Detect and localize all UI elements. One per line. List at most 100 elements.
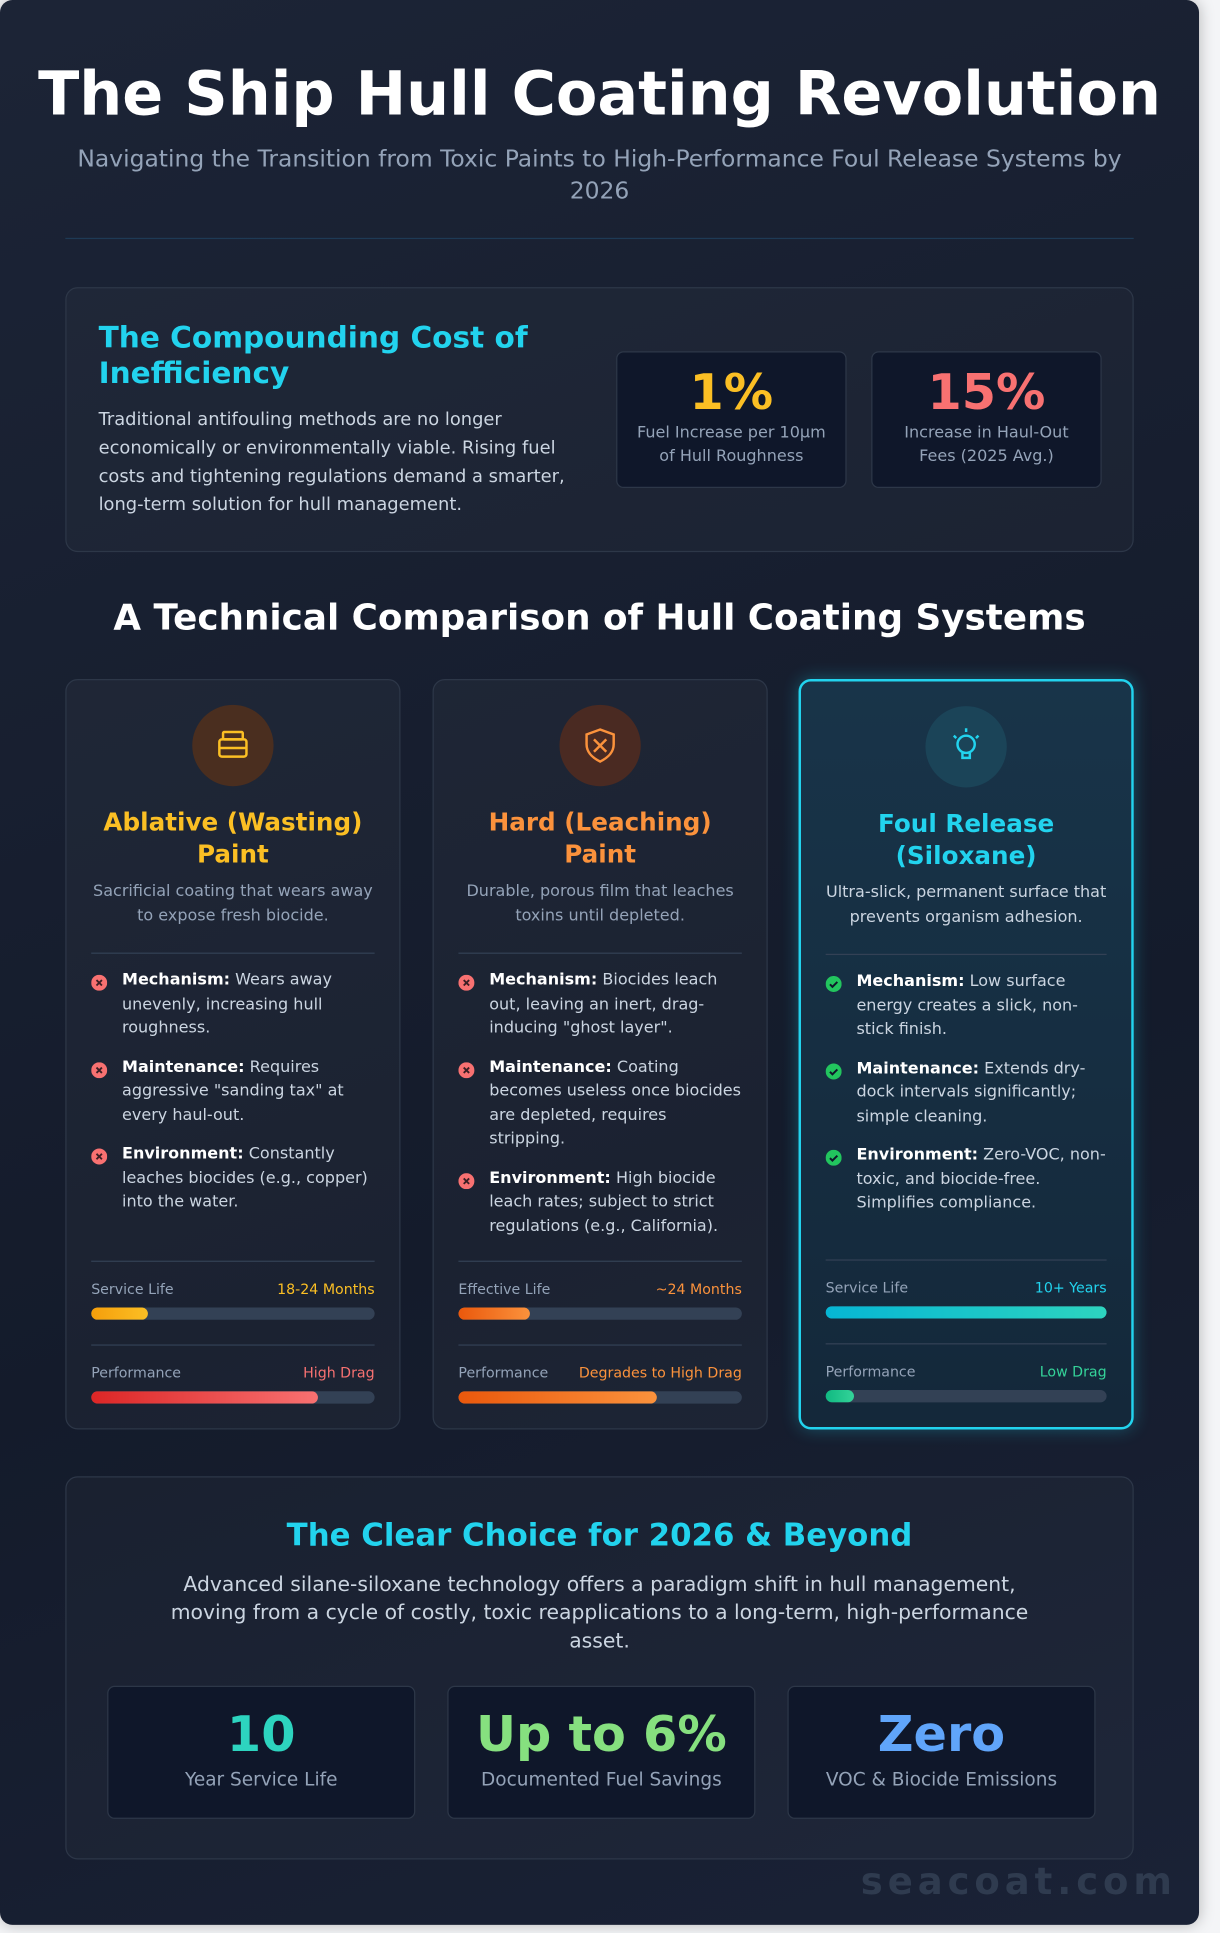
point: Environment: Constantly leaches biocides… (91, 1142, 374, 1214)
point-detail: Zero-VOC, non-toxic, and biocide-free. S… (856, 1146, 1106, 1213)
point-detail: Extends dry-dock intervals significantly… (856, 1059, 1086, 1126)
meter: Performance Degrades to High Drag (458, 1344, 742, 1404)
key-value: Up to 6% (475, 1706, 727, 1764)
point-text: Environment: High biocide leach rates; s… (489, 1166, 742, 1238)
point-detail: Constantly leaches biocides (e.g., coppe… (121, 1144, 368, 1212)
point-term: Mechanism: (121, 971, 231, 990)
meter-labels: Performance Low Drag (826, 1363, 1107, 1380)
card-title: Hard (Leaching) Paint (488, 807, 712, 869)
check-icon (825, 1149, 842, 1166)
meter-label: Performance (458, 1364, 549, 1382)
point: Mechanism: Wears away unevenly, increasi… (91, 969, 374, 1041)
key-label: VOC & Biocide Emissions (825, 1768, 1058, 1791)
meter-fill (91, 1307, 148, 1320)
meter-labels: Effective Life ~24 Months (458, 1280, 741, 1297)
point-term: Maintenance: (856, 1059, 980, 1078)
point-term: Mechanism: (489, 971, 598, 990)
cost-box: The Compounding Cost of Inefficiency Tra… (65, 287, 1134, 553)
key-label: Year Service Life (184, 1768, 338, 1791)
panel: The Ship Hull Coating Revolution Navigat… (0, 0, 1200, 1925)
point-text: Maintenance: Requires aggressive "sandin… (122, 1055, 375, 1127)
point-text: Maintenance: Extends dry-dock intervals … (856, 1057, 1106, 1129)
meters: Service Life 10+ Years Performance Low Drag (825, 1259, 1107, 1403)
point-detail: Requires aggressive "sanding tax" at eve… (121, 1057, 344, 1125)
conclusion-body: Advanced silane-siloxane technology offe… (170, 1572, 1029, 1653)
meter-fill (825, 1390, 854, 1403)
key-stat: Zero VOC & Biocide Emissions (787, 1685, 1096, 1819)
point: Maintenance: Extends dry-dock intervals … (825, 1057, 1107, 1129)
conclusion-box: The Clear Choice for 2026 & Beyond Advan… (65, 1476, 1134, 1860)
key-stat: 10 Year Service Life (107, 1685, 416, 1819)
key-value: Zero (877, 1706, 1006, 1764)
meter-labels: Service Life 10+ Years (826, 1279, 1107, 1296)
point-text: Mechanism: Biocides leach out, leaving a… (489, 969, 742, 1041)
meter-labels: Service Life 18-24 Months (91, 1280, 374, 1297)
meter-label: Performance (825, 1362, 916, 1381)
cross-icon (458, 974, 475, 991)
meter-labels: Performance High Drag (91, 1364, 374, 1381)
point: Maintenance: Coating becomes useless onc… (458, 1055, 741, 1151)
cross-icon (458, 1061, 475, 1078)
key-label: Documented Fuel Savings (481, 1768, 722, 1791)
divider (65, 237, 1134, 240)
icon-graphic (585, 728, 615, 763)
point: Environment: Zero-VOC, non-toxic, and bi… (825, 1144, 1107, 1216)
card-description: Sacrificial coating that wears away to e… (93, 882, 373, 925)
point: Mechanism: Low surface energy creates a … (825, 970, 1107, 1042)
conclusion-title: The Clear Choice for 2026 & Beyond (286, 1516, 913, 1553)
separator (91, 952, 375, 954)
stat-value: 1% (689, 364, 774, 422)
meter-fill (91, 1391, 318, 1404)
cross-icon (458, 1172, 475, 1189)
meter-value: 18-24 Months (277, 1280, 375, 1298)
point-text: Environment: Constantly leaches biocides… (122, 1142, 375, 1214)
meter-track (458, 1391, 742, 1404)
point-detail: Wears away unevenly, increasing hull rou… (121, 971, 332, 1038)
watermark: seacoat.com (860, 1860, 1177, 1904)
meter-value: High Drag (303, 1364, 375, 1382)
meter-fill (458, 1391, 657, 1404)
meter-track (91, 1307, 375, 1320)
meter-track (458, 1307, 742, 1320)
point-term: Environment: (856, 1146, 979, 1165)
key-value: 10 (226, 1706, 296, 1764)
cost-title: The Compounding Cost of Inefficiency (98, 320, 528, 391)
meter: Service Life 10+ Years (825, 1259, 1107, 1319)
point-detail: High biocide leach rates; subject to str… (489, 1168, 719, 1236)
meters: Effective Life ~24 Months Performance Degra… (458, 1260, 742, 1404)
meter: Service Life 18-24 Months (91, 1260, 375, 1320)
point-term: Environment: (489, 1168, 611, 1188)
point: Maintenance: Requires aggressive "sandin… (91, 1055, 374, 1127)
point-text: Maintenance: Coating becomes useless onc… (489, 1055, 742, 1151)
point: Environment: High biocide leach rates; s… (458, 1166, 741, 1238)
check-icon (825, 1062, 842, 1079)
card-icon (192, 704, 274, 787)
coating-card: Foul Release (Siloxane) Ultra-slick, perm… (798, 678, 1134, 1430)
card-title: Ablative (Wasting) Paint (103, 807, 363, 869)
separator (825, 953, 1107, 956)
point-text: Mechanism: Low surface energy creates a … (856, 970, 1106, 1042)
section-title: A Technical Comparison of Hull Coating S… (113, 596, 1086, 639)
meter-value: ~24 Months (655, 1280, 742, 1298)
point-term: Maintenance: (489, 1057, 612, 1077)
stat-card: 1% Fuel Increase per 10µm of Hull Roughne… (616, 351, 847, 488)
separator (458, 952, 742, 954)
meter-value: Low Drag (1039, 1362, 1107, 1381)
meter: Performance Low Drag (825, 1343, 1107, 1403)
stat-card: 15% Increase in Haul-Out Fees (2025 Avg.) (871, 351, 1102, 488)
icon-graphic (218, 730, 248, 758)
meter: Effective Life ~24 Months (458, 1260, 742, 1320)
point-text: Environment: Zero-VOC, non-toxic, and bi… (856, 1144, 1106, 1216)
meter-label: Service Life (91, 1280, 174, 1298)
icon-graphic (952, 728, 980, 760)
cross-icon (91, 1061, 108, 1078)
meter-label: Service Life (825, 1279, 909, 1297)
stat-label: Fuel Increase per 10µm of Hull Roughness (637, 423, 826, 466)
meter-label: Performance (91, 1364, 181, 1382)
meter-track (91, 1391, 375, 1404)
point-detail: Coating becomes useless once biocides ar… (489, 1057, 741, 1149)
point-term: Mechanism: (856, 972, 965, 991)
coating-card: Ablative (Wasting) Paint Sacrificial coat… (65, 678, 401, 1430)
subtitle: Navigating the Transition from Toxic Pai… (77, 145, 1122, 205)
